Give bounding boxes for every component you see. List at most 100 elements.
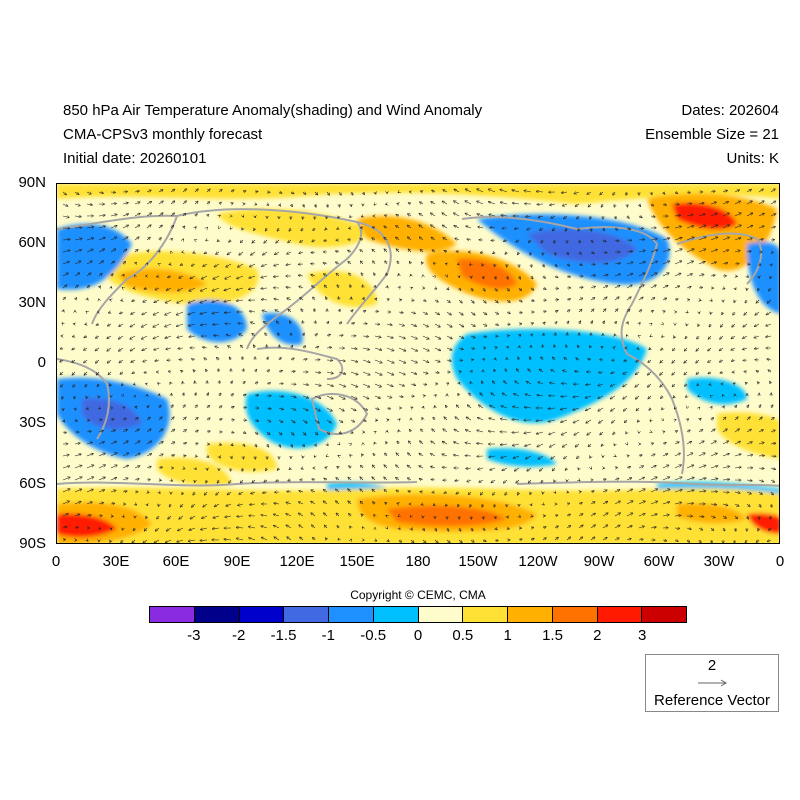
wind-arrow bbox=[146, 454, 151, 457]
lat-label: 60N bbox=[18, 234, 46, 251]
wind-arrow bbox=[242, 467, 243, 471]
wind-arrow bbox=[626, 285, 632, 289]
wind-arrow bbox=[74, 477, 82, 481]
wind-arrow bbox=[230, 467, 231, 471]
wind-arrow bbox=[602, 252, 607, 253]
wind-arrow bbox=[327, 432, 330, 434]
wind-arrow bbox=[500, 202, 508, 204]
wind-arrow bbox=[147, 406, 149, 408]
wind-arrow bbox=[686, 274, 692, 277]
wind-arrow bbox=[399, 528, 400, 529]
wind-arrow bbox=[579, 480, 580, 481]
wind-arrow bbox=[614, 309, 618, 313]
wind-arrow bbox=[435, 288, 437, 289]
wind-arrow bbox=[98, 465, 105, 469]
wind-arrow bbox=[314, 395, 321, 398]
wind-arrow bbox=[276, 239, 280, 243]
wind-arrow bbox=[408, 203, 411, 204]
wind-arrow bbox=[255, 204, 257, 205]
wind-arrow bbox=[219, 202, 221, 204]
wind-arrow bbox=[274, 299, 280, 300]
lat-label: 30S bbox=[19, 414, 46, 431]
wind-arrow bbox=[252, 480, 256, 482]
wind-arrow bbox=[286, 264, 292, 265]
wind-arrow bbox=[410, 323, 416, 326]
wind-arrow bbox=[373, 502, 375, 504]
wind-arrow bbox=[602, 479, 606, 480]
wind-arrow bbox=[387, 286, 388, 288]
wind-arrow bbox=[254, 395, 258, 396]
wind-arrow bbox=[610, 383, 616, 386]
wind-arrow bbox=[480, 491, 484, 495]
wind-arrow bbox=[324, 240, 328, 241]
wind-arrow bbox=[75, 298, 77, 300]
wind-arrow bbox=[638, 228, 643, 229]
wind-arrow bbox=[674, 502, 682, 504]
wind-arrow bbox=[565, 227, 567, 231]
wind-arrow bbox=[590, 456, 591, 458]
wind-arrow bbox=[636, 360, 640, 362]
wind-arrow bbox=[63, 539, 65, 540]
wind-arrow bbox=[134, 202, 140, 204]
wind-arrow bbox=[218, 369, 219, 373]
wind-arrow bbox=[98, 503, 103, 504]
wind-arrow bbox=[573, 419, 580, 423]
wind-arrow bbox=[454, 189, 460, 193]
wind-arrow bbox=[419, 466, 424, 468]
wind-arrow bbox=[613, 347, 615, 348]
wind-arrow bbox=[263, 492, 268, 493]
wind-arrow bbox=[190, 275, 196, 279]
wind-arrow bbox=[567, 503, 569, 504]
wind-arrow bbox=[710, 275, 715, 276]
wind-arrow bbox=[396, 214, 400, 216]
colorbar-swatch bbox=[150, 607, 195, 622]
wind-arrow bbox=[236, 527, 244, 528]
wind-arrow bbox=[110, 419, 114, 420]
wind-arrow bbox=[362, 348, 369, 350]
wind-arrow bbox=[183, 393, 184, 397]
wind-arrow bbox=[675, 192, 677, 193]
wind-arrow bbox=[336, 273, 340, 277]
wind-arrow bbox=[650, 273, 657, 277]
wind-arrow bbox=[650, 514, 657, 517]
wind-arrow bbox=[543, 263, 544, 267]
wind-arrow bbox=[504, 240, 508, 241]
wind-arrow bbox=[708, 347, 712, 351]
wind-arrow bbox=[574, 192, 580, 194]
wind-arrow bbox=[443, 190, 448, 193]
wind-arrow bbox=[598, 395, 604, 398]
wind-arrow bbox=[74, 261, 81, 265]
colorbar-tick-label: 2 bbox=[593, 627, 602, 644]
wind-arrow bbox=[587, 192, 592, 194]
wind-arrow bbox=[422, 335, 429, 339]
wind-arrow bbox=[339, 203, 340, 207]
wind-arrow bbox=[614, 240, 619, 241]
wind-arrow bbox=[212, 528, 220, 529]
wind-arrow bbox=[409, 262, 411, 264]
wind-arrow bbox=[411, 287, 412, 288]
wind-arrow bbox=[478, 227, 484, 228]
wind-arrow bbox=[626, 489, 632, 493]
wind-arrow bbox=[171, 238, 172, 240]
wind-arrow bbox=[158, 190, 163, 193]
wind-arrow bbox=[372, 489, 376, 493]
wind-arrow bbox=[122, 491, 127, 492]
wind-arrow bbox=[374, 371, 382, 375]
wind-arrow bbox=[110, 237, 116, 241]
wind-arrow bbox=[423, 528, 424, 530]
wind-arrow bbox=[254, 228, 255, 230]
wind-arrow bbox=[626, 526, 632, 529]
lat-label: 90S bbox=[19, 535, 46, 552]
wind-arrow bbox=[240, 240, 244, 243]
wind-arrow bbox=[444, 492, 448, 493]
wind-arrow bbox=[650, 298, 655, 301]
wind-arrow bbox=[74, 204, 80, 206]
wind-arrow bbox=[579, 252, 581, 254]
wind-arrow bbox=[350, 395, 357, 399]
lon-label: 120E bbox=[279, 553, 315, 570]
wind-arrow bbox=[756, 299, 760, 303]
wind-arrow bbox=[686, 477, 694, 481]
wind-arrow bbox=[493, 381, 495, 385]
wind-arrow bbox=[74, 395, 75, 399]
wind-arrow bbox=[770, 227, 775, 228]
